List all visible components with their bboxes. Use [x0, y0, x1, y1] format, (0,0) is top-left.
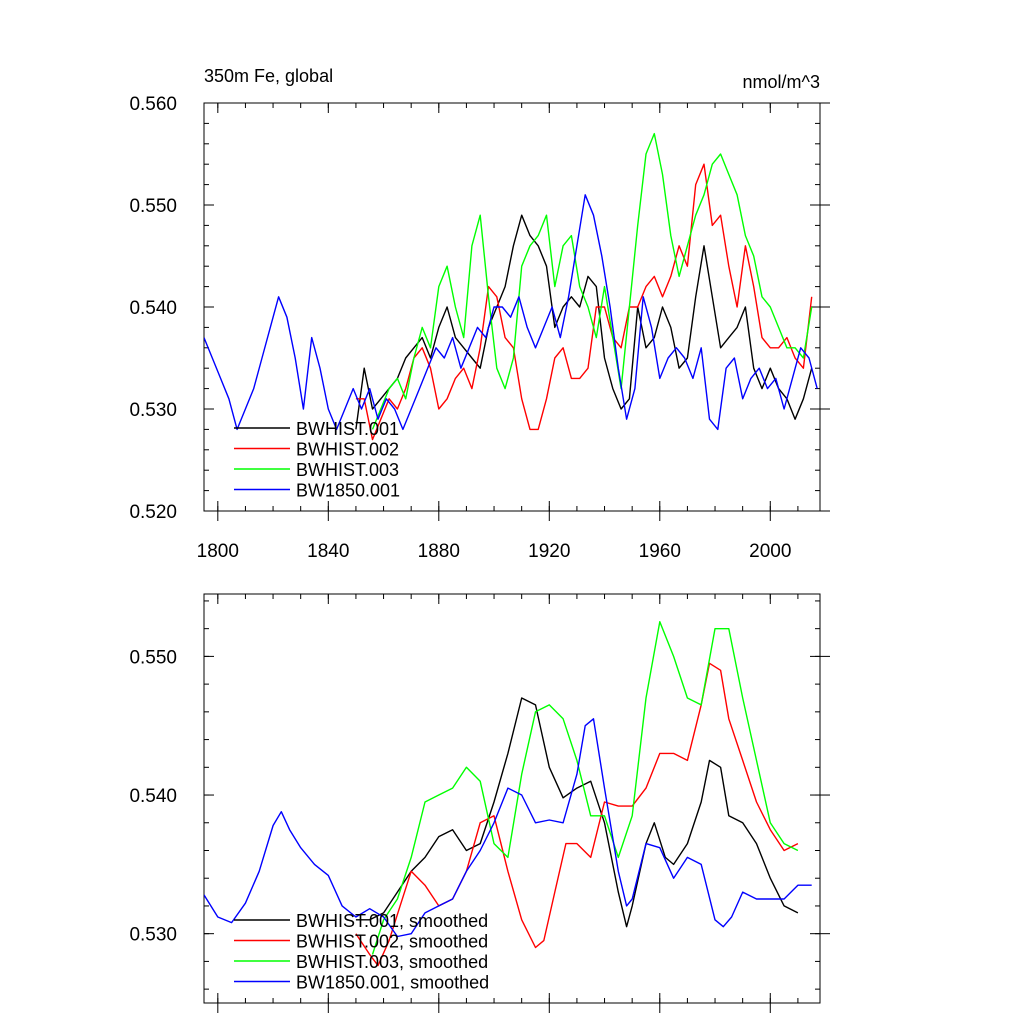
series-line-bwhist-003 [371, 132, 813, 430]
legend-label: BWHIST.001 [296, 419, 399, 439]
top-panel: 350m Fe, global nmol/m^3 1800 1840 1880 192… [129, 66, 830, 562]
x-tick-label: 1880 [418, 541, 460, 562]
legend-label: BWHIST.002, smoothed [296, 932, 488, 952]
x-tick-label: 1960 [639, 541, 681, 562]
y-tick-label: 0.530 [129, 400, 177, 421]
y-tick-label: 0.560 [129, 94, 177, 115]
series-line-bwhist-002 [355, 163, 813, 441]
x-tick-label: 1920 [528, 541, 570, 562]
y-tick-label: 0.530 [129, 925, 177, 946]
legend-label: BWHIST.001, smoothed [296, 911, 488, 931]
x-tick-label: 1800 [197, 541, 239, 562]
x-tick-label: 1840 [307, 541, 349, 562]
series-line-bw1850-001 [204, 194, 818, 431]
panel-title: 350m Fe, global [204, 66, 333, 86]
y-tick-label: 0.540 [129, 786, 177, 807]
y-tick-label: 0.540 [129, 298, 177, 319]
x-tick-label: 2000 [749, 541, 791, 562]
legend-label: BWHIST.003, smoothed [296, 952, 488, 972]
legend-label: BW1850.001, smoothed [296, 973, 489, 993]
plot-frame [203, 593, 821, 1004]
unit-label: nmol/m^3 [743, 72, 820, 92]
series-line-bwhist-002-smoothed [355, 662, 799, 967]
series-line-bw1850-001-smoothed [204, 718, 812, 938]
legend-label: BWHIST.002 [296, 440, 399, 460]
series-line-bwhist-001 [355, 214, 813, 430]
y-tick-label: 0.550 [129, 647, 177, 668]
y-tick-label: 0.550 [129, 196, 177, 217]
series-line-bwhist-001-smoothed [355, 697, 799, 928]
legend-label: BW1850.001 [296, 481, 400, 501]
y-tick-label: 0.520 [129, 502, 177, 523]
series-line-bwhist-003-smoothed [371, 621, 799, 955]
legend-label: BWHIST.003 [296, 460, 399, 480]
